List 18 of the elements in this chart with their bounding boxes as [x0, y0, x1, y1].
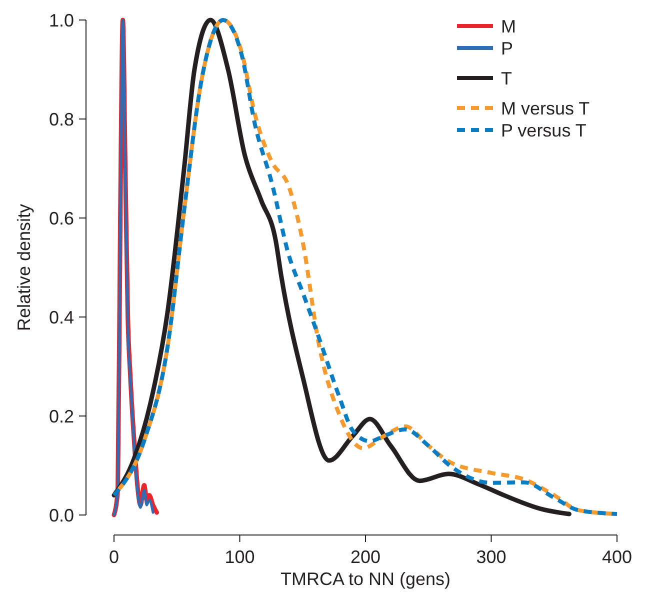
- legend-label: M: [501, 16, 516, 36]
- y-tick-label: 0.8: [48, 109, 74, 130]
- x-tick-label: 200: [350, 547, 381, 567]
- y-axis-title: Relative density: [14, 204, 34, 332]
- legend-label: P versus T: [501, 120, 586, 140]
- x-tick-label: 100: [224, 547, 255, 567]
- legend-label: T: [501, 68, 512, 88]
- y-tick-label: 0.0: [48, 505, 74, 526]
- y-tick-label: 0.2: [48, 406, 74, 426]
- x-axis-title: TMRCA to NN (gens): [280, 569, 451, 589]
- y-tick-label: 0.6: [48, 208, 74, 228]
- x-tick-label: 0: [108, 547, 120, 567]
- x-tick-label: 400: [602, 547, 632, 567]
- y-tick-label: 0.4: [48, 307, 74, 328]
- x-tick-label: 300: [476, 547, 506, 567]
- legend-label: M versus T: [501, 98, 590, 118]
- legend-label: P: [501, 38, 514, 58]
- y-tick-label: 1.0: [48, 10, 74, 30]
